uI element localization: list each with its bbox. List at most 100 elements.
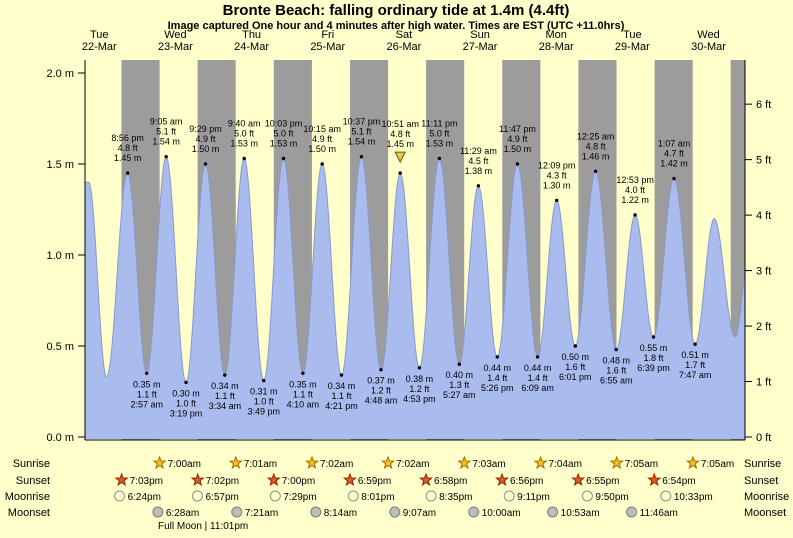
high-tide-ft: 5.0 ft: [273, 129, 294, 139]
day-label: Tue: [90, 29, 109, 41]
low-tide-m: 0.51 m: [681, 350, 709, 360]
day-label-date: 30-Mar: [691, 41, 726, 53]
tide-dot: [184, 380, 188, 385]
low-tide-time: 3:34 am: [209, 401, 242, 411]
sunrise-icon: [228, 455, 243, 470]
high-tide-m: 1.50 m: [308, 144, 336, 154]
low-tide-ft: 1.2 ft: [371, 386, 392, 396]
moonrise-time: 9:11pm: [517, 492, 550, 503]
day-label-date: 27-Mar: [463, 41, 498, 53]
sunset-time: 6:54pm: [662, 476, 695, 487]
high-tide-ft: 5.0 ft: [429, 129, 450, 139]
high-tide-m: 1.30 m: [543, 180, 571, 190]
high-tide-time: 10:37 pm: [343, 117, 381, 127]
sunset-icon: [190, 472, 205, 487]
day-label: Sun: [470, 29, 490, 41]
tide-dot: [476, 184, 481, 188]
moonset-time: 6:28am: [166, 508, 199, 519]
almanac-label-right-sunset: Sunset: [744, 475, 778, 487]
low-tide-time: 4:21 pm: [325, 401, 358, 411]
moonrise-icon: [660, 490, 672, 502]
moonset-icon: [389, 506, 401, 518]
low-tide-ft: 1.6 ft: [606, 366, 627, 376]
tide-dot: [262, 378, 266, 383]
tide-dot: [495, 355, 499, 359]
sunset-icon: [571, 472, 586, 487]
moonrise-icon: [581, 490, 593, 502]
sunset-time: 7:00pm: [282, 476, 315, 487]
tide-dot: [320, 162, 324, 166]
low-tide-m: 0.35 m: [133, 379, 161, 389]
y-axis-label-left: 2.0 m: [46, 68, 74, 80]
high-tide-m: 1.46 m: [582, 151, 610, 161]
high-tide-ft: 4.8 ft: [586, 141, 607, 151]
chart-subtitle: Image captured One hour and 4 minutes af…: [168, 20, 625, 32]
high-tide-ft: 4.7 ft: [664, 149, 685, 159]
high-tide-m: 1.53 m: [270, 139, 298, 149]
high-tide-ft: 5.1 ft: [156, 127, 177, 137]
moonrise-icon: [114, 490, 126, 502]
low-tide-ft: 1.3 ft: [449, 380, 470, 390]
low-tide-time: 6:01 pm: [559, 372, 592, 382]
moonrise-icon: [425, 490, 437, 502]
tide-dot: [164, 155, 168, 159]
moonrise-icon: [503, 490, 515, 502]
tide-dot: [339, 373, 344, 377]
low-tide-time: 3:19 pm: [170, 408, 203, 418]
tide-dot: [281, 156, 286, 161]
sunrise-icon: [381, 455, 396, 470]
low-tide-m: 0.48 m: [602, 356, 630, 366]
tide-dot: [515, 162, 520, 166]
sunrise-time: 7:04am: [549, 459, 582, 470]
sunset-time: 6:59pm: [358, 476, 391, 487]
low-tide-m: 0.55 m: [640, 343, 668, 353]
moonrise-icon: [347, 490, 359, 502]
low-tide-time: 5:26 pm: [481, 383, 514, 393]
day-label: Mon: [545, 29, 566, 41]
sunrise-time: 7:02am: [320, 459, 353, 470]
almanac-label-left-sunset: Sunset: [16, 475, 50, 487]
almanac-label-left-moonset: Moonset: [8, 507, 50, 519]
y-axis-label-left: 0.0 m: [46, 432, 74, 444]
day-label-date: 29-Mar: [615, 41, 650, 53]
tide-dot: [145, 371, 149, 375]
high-tide-ft: 4.8 ft: [118, 143, 139, 153]
moonrise-time: 6:57pm: [205, 492, 238, 503]
moonset-icon: [152, 506, 164, 518]
tide-dot: [573, 344, 577, 348]
high-tide-ft: 4.3 ft: [547, 170, 568, 180]
tide-dot: [125, 171, 130, 175]
moonset-icon: [547, 506, 559, 518]
low-tide-m: 0.40 m: [446, 370, 474, 380]
low-tide-time: 4:10 am: [287, 399, 320, 409]
high-tide-time: 10:03 pm: [265, 119, 303, 129]
low-tide-time: 4:48 am: [365, 396, 398, 406]
low-tide-time: 3:49 pm: [247, 407, 280, 417]
sunset-time: 6:56pm: [510, 476, 543, 487]
moonset-icon: [468, 506, 480, 518]
sunrise-icon: [304, 455, 320, 470]
low-tide-ft: 1.1 ft: [215, 391, 236, 401]
low-tide-ft: 1.0 ft: [254, 397, 275, 407]
tide-dot: [359, 155, 364, 159]
high-tide-time: 9:05 am: [150, 117, 183, 127]
day-label-date: 26-Mar: [386, 41, 421, 53]
y-axis-label-left: 1.0 m: [46, 250, 74, 262]
tide-dot: [242, 156, 246, 161]
low-tide-m: 0.38 m: [406, 374, 434, 384]
high-tide-m: 1.53 m: [426, 139, 454, 149]
high-tide-time: 1:07 am: [658, 139, 691, 149]
sunset-time: 6:58pm: [434, 476, 467, 487]
sunset-time: 6:55pm: [586, 476, 619, 487]
sunrise-time: 7:02am: [396, 459, 429, 470]
low-tide-ft: 1.7 ft: [685, 360, 706, 370]
tide-dot: [398, 171, 402, 175]
sunset-icon: [342, 472, 357, 487]
low-tide-ft: 1.2 ft: [409, 384, 430, 394]
chart-title: Bronte Beach: falling ordinary tide at 1…: [223, 2, 570, 19]
y-axis-label-right: 5 ft: [756, 155, 771, 167]
low-tide-time: 4:53 pm: [403, 394, 436, 404]
y-axis-label-right: 3 ft: [756, 266, 771, 278]
sunset-icon: [418, 472, 434, 487]
